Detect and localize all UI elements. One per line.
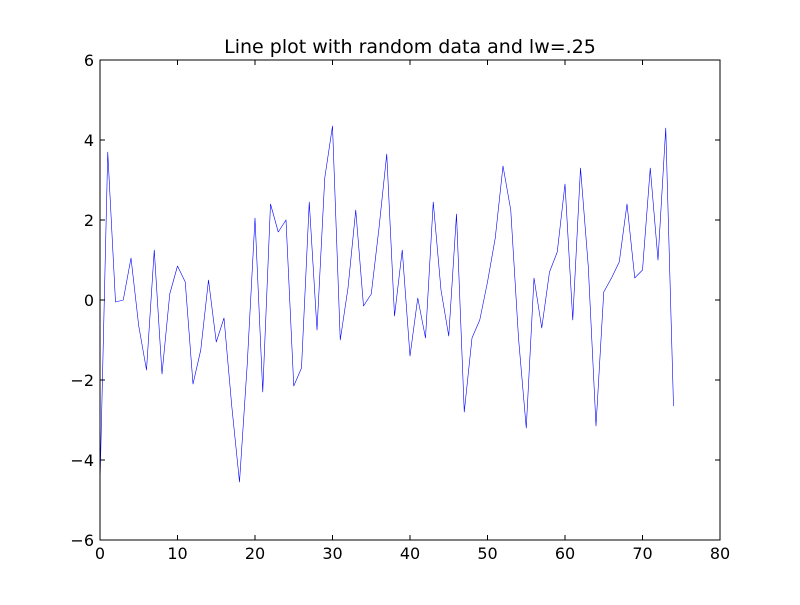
x-tick-label: 40 (400, 544, 420, 563)
x-tick-label: 30 (322, 544, 342, 563)
series-line (99, 125, 674, 485)
x-tick-label: 60 (555, 544, 575, 563)
chart-title: Line plot with random data and lw=.25 (224, 36, 596, 58)
y-tick-label: −6 (70, 531, 94, 550)
y-tick-label: 6 (84, 51, 94, 70)
x-tick-label: 80 (710, 544, 730, 563)
x-tick-label: 70 (632, 544, 652, 563)
x-tick-label: 0 (95, 544, 105, 563)
x-tick-label: 10 (167, 544, 187, 563)
y-tick-label: 4 (84, 131, 94, 150)
plot-area (99, 125, 674, 485)
axes-frame (99, 59, 721, 541)
y-tick-label: −4 (70, 451, 94, 470)
y-tick-label: 0 (84, 291, 94, 310)
axes: 0 10 20 30 40 50 60 70 80 −6 −4 −2 0 2 4 6 (70, 51, 730, 563)
x-tick-label: 20 (245, 544, 265, 563)
y-tick-label: −2 (70, 371, 94, 390)
y-tick-label: 2 (84, 211, 94, 230)
x-tick-label: 50 (477, 544, 497, 563)
